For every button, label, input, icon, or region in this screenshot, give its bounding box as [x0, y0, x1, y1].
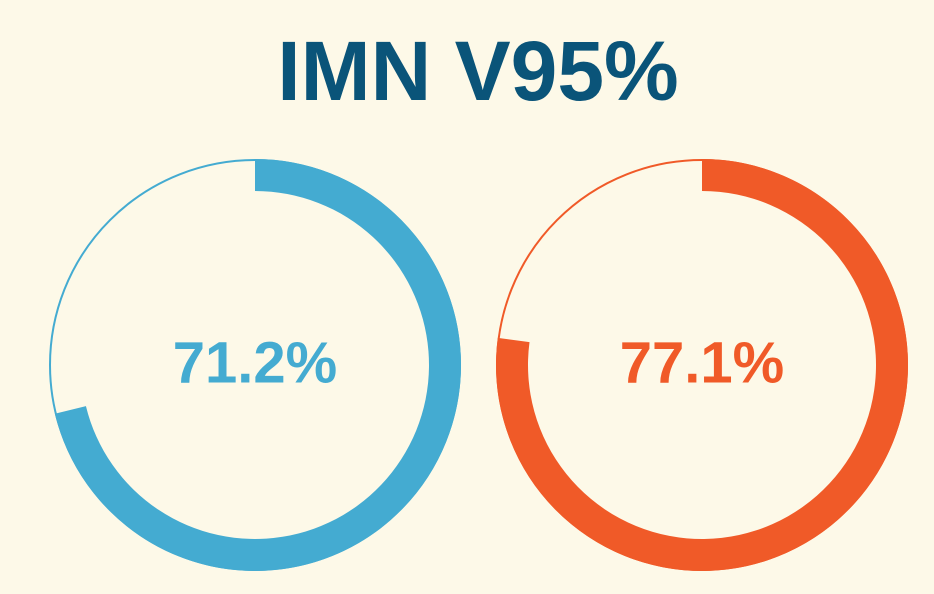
gauge-label: 77.1% — [620, 330, 784, 395]
chart-title: IMN V95% — [277, 24, 678, 118]
gauge-label: 71.2% — [173, 330, 337, 395]
